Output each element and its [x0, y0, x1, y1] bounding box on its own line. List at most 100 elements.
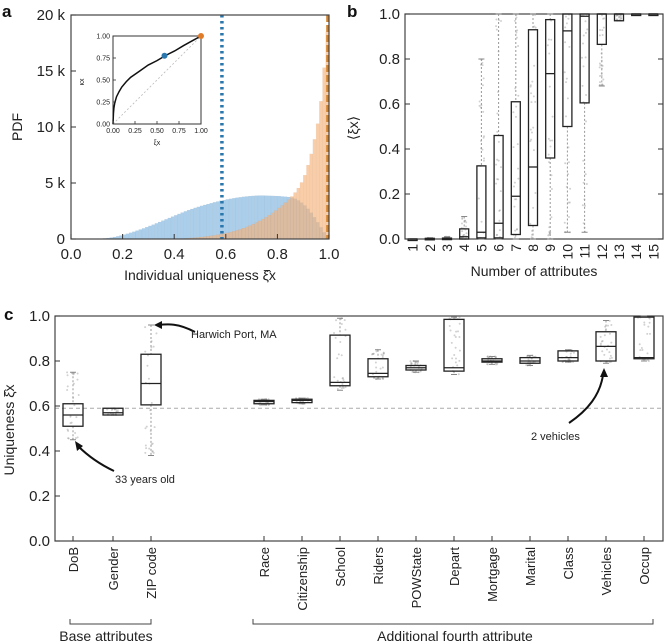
data-point [496, 362, 499, 365]
data-point [482, 77, 485, 80]
data-point [374, 361, 377, 364]
data-point [152, 451, 155, 454]
y-tick-label: 20 k [37, 7, 66, 24]
y-tick-label: 1.0 [379, 6, 400, 23]
data-point [339, 340, 342, 343]
data-point [73, 404, 76, 407]
inset-y-tick-label: 0.50 [96, 78, 110, 85]
data-point [532, 206, 535, 209]
panel-label-b: b [347, 2, 357, 21]
data-point [602, 78, 605, 81]
x-tick-label: 14 [628, 244, 644, 260]
data-point [483, 157, 486, 160]
data-point [500, 20, 503, 23]
arrowhead-icon [75, 441, 83, 451]
box [367, 358, 389, 378]
histogram-bar-blue [177, 213, 181, 240]
box [633, 316, 655, 360]
data-point [603, 17, 606, 20]
data-point [547, 234, 550, 237]
data-point [464, 225, 467, 228]
data-point [341, 377, 344, 380]
data-point [584, 56, 587, 59]
reference-lines [220, 15, 330, 239]
histogram-bar-blue [148, 225, 152, 240]
histogram-bar-orange [283, 202, 288, 240]
data-point [457, 373, 460, 376]
box-attributes-9 [545, 13, 556, 240]
data-point [76, 436, 79, 439]
data-point [381, 356, 384, 359]
data-point [515, 228, 518, 231]
data-point [585, 94, 588, 97]
data-point [517, 44, 520, 47]
data-point [340, 387, 343, 390]
data-point [549, 145, 552, 148]
data-point [548, 232, 551, 235]
data-point [598, 34, 601, 37]
data-point [581, 84, 584, 87]
inset-x-tick-label: 0.50 [150, 128, 164, 135]
data-point [478, 104, 481, 107]
histogram-bar-orange [238, 229, 243, 240]
histogram-bar-orange [235, 230, 239, 240]
inset-curve [112, 35, 202, 125]
y-axis-label: ⟨ξx⟩ [345, 116, 361, 140]
data-point [458, 322, 461, 325]
data-point [449, 329, 452, 332]
data-point [608, 319, 611, 322]
histogram-bar-blue [132, 231, 136, 240]
data-point [619, 15, 622, 18]
box [557, 350, 579, 362]
x-tick-label: 0.0 [61, 246, 82, 263]
data-point [551, 139, 554, 142]
panel-label-a: a [2, 2, 12, 21]
data-point [565, 22, 568, 25]
data-point [648, 317, 651, 320]
data-point [620, 17, 623, 20]
data-point [454, 361, 457, 364]
data-point [342, 379, 345, 382]
category-groups: Base attributes Additional fourth attrib… [59, 619, 654, 644]
histogram-bar-orange [286, 199, 291, 240]
box-attributes-5 [476, 58, 487, 240]
box-riders [367, 348, 389, 380]
data-point [375, 350, 378, 353]
data-point [569, 355, 572, 358]
box [329, 334, 351, 387]
data-point [550, 174, 553, 177]
data-point [638, 343, 641, 346]
box [459, 228, 470, 240]
data-point [498, 229, 501, 232]
x-tick-label: 0.8 [267, 246, 288, 263]
data-point [548, 52, 551, 55]
data-point [564, 15, 567, 18]
data-point [486, 363, 489, 366]
annotation-33-years: 33 years old [115, 474, 175, 486]
y-tick-label: 0.0 [379, 231, 400, 248]
data-point [69, 422, 72, 425]
annotation-2-vehicles: 2 vehicles [531, 431, 580, 443]
data-point [640, 347, 643, 350]
inset-x-tick-label: 0.00 [106, 128, 120, 135]
inset-diagonal [112, 35, 202, 125]
data-point [343, 319, 346, 322]
data-point [647, 325, 650, 328]
box-attributes-13 [613, 13, 625, 22]
data-point [66, 428, 69, 431]
annotation-arrow [157, 323, 196, 333]
histogram-bar-blue [164, 219, 168, 240]
data-point [410, 363, 413, 366]
data-point [584, 173, 587, 176]
y-axis-label: PDF [9, 113, 25, 141]
data-point [456, 330, 459, 333]
histogram-bar-orange [299, 182, 304, 240]
data-point [600, 340, 603, 343]
data-point [74, 437, 77, 440]
data-point [608, 357, 611, 360]
data-point [601, 29, 604, 32]
data-point [599, 64, 602, 67]
histogram-bar-blue [145, 226, 149, 240]
data-point [342, 387, 345, 390]
